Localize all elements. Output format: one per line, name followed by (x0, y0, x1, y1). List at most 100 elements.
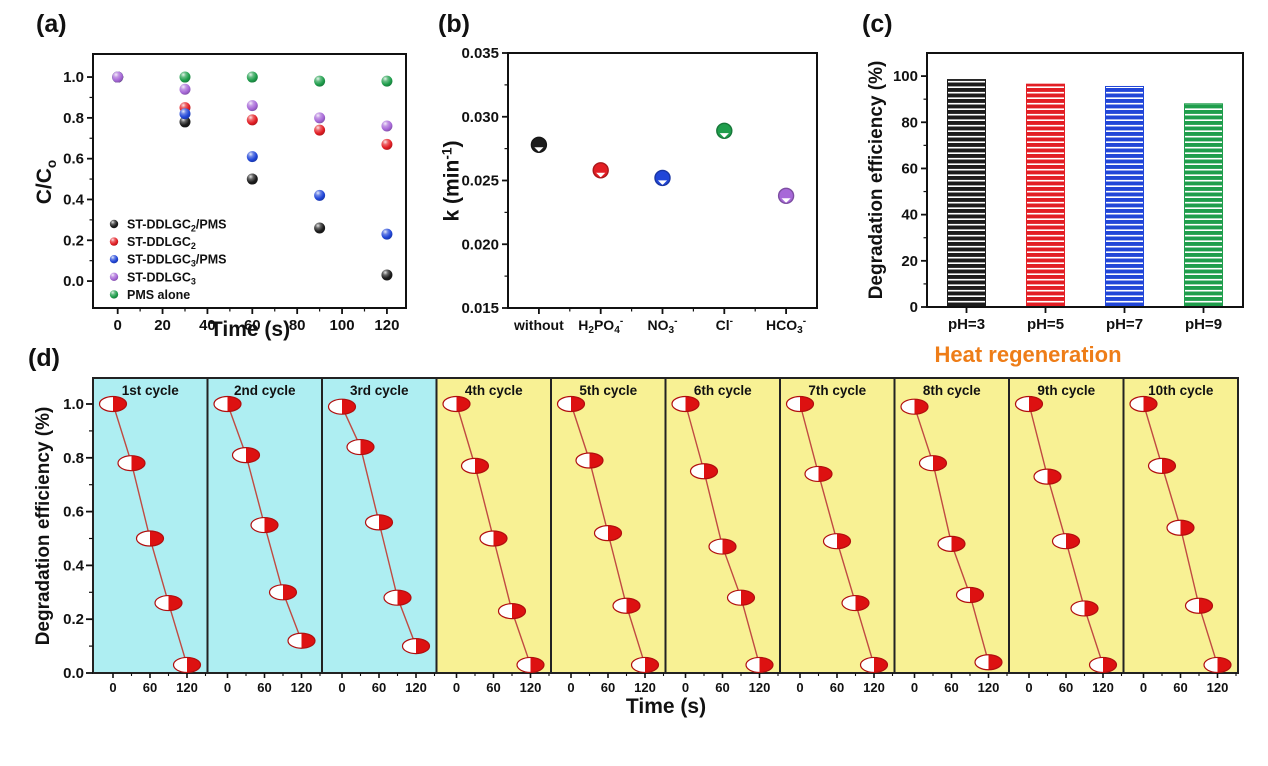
data-point-green (381, 75, 393, 87)
data-point-blue (179, 108, 191, 120)
y-tick-label: 0.0 (63, 665, 84, 682)
legend-label: ST-DDLGC2 (127, 235, 196, 251)
panel-b-yaxis-title-sup: -1 (439, 147, 455, 160)
panel-b-yaxis-title-post: ) (440, 140, 464, 148)
bar-pH-9 (1184, 103, 1223, 308)
legend-label: PMS alone (127, 288, 190, 302)
panel-a-tag: (a) (36, 10, 67, 38)
data-point-black (381, 269, 393, 281)
data-point-black (314, 222, 326, 234)
x-tick-label: 0 (453, 680, 460, 695)
heat-regeneration-label: Heat regeneration (934, 342, 1122, 367)
panel-d-xaxis-title: Time (s) (625, 695, 707, 718)
data-point-red (246, 114, 258, 126)
x-tick-label: 100 (330, 317, 355, 334)
y-tick-label: 0.6 (63, 504, 84, 521)
x-tick-label: 120 (1092, 680, 1114, 695)
panel-a-xaxis-title: Time (s) (209, 318, 291, 341)
data-point-purple (246, 100, 258, 112)
x-tick-label: 60 (486, 680, 500, 695)
cycle-panel-bg (664, 377, 781, 674)
y-tick-label: 60 (901, 160, 918, 177)
data-point-purple (112, 71, 124, 83)
cycle-label: 6th cycle (694, 383, 752, 398)
x-category-label: H2PO4- (578, 316, 623, 336)
x-category-label: NO3- (648, 316, 678, 336)
x-category-label: without (513, 317, 564, 333)
data-point-purple (314, 112, 326, 124)
cycle-label: 9th cycle (1037, 383, 1095, 398)
y-tick-label: 0.025 (461, 173, 499, 190)
panel-a-plot: 0 20 40 60 80 100 120 0.0 0.2 0.4 0.6 0.8 1.0 (63, 53, 407, 334)
data-point-red (593, 162, 609, 178)
x-category-label: pH=3 (948, 316, 985, 333)
x-tick-label: 60 (244, 317, 261, 334)
panel-b-plot: 0.015 0.020 0.025 0.030 0.035 without H2PO4- NO… (461, 45, 818, 336)
y-tick-label: 0.2 (63, 611, 84, 628)
x-tick-label: 120 (863, 680, 885, 695)
x-tick-label: 60 (830, 680, 844, 695)
x-category-label: pH=9 (1185, 316, 1222, 333)
x-tick-label: 0 (567, 680, 574, 695)
legend-marker-green (109, 290, 119, 299)
data-point-green (179, 71, 191, 83)
legend-marker-blue (109, 255, 119, 264)
data-point-black (246, 173, 258, 185)
x-tick-label: 40 (199, 317, 216, 334)
legend-label: ST-DDLGC3 (127, 270, 196, 286)
cycle-panel-bg (893, 377, 1010, 674)
x-tick-label: 0 (682, 680, 689, 695)
data-point-black (531, 137, 547, 153)
x-tick-label: 60 (1173, 680, 1187, 695)
marker-highlight (781, 198, 791, 203)
x-tick-label: 120 (176, 680, 198, 695)
x-category-label: Cl- (716, 316, 733, 333)
cycle-label: 5th cycle (579, 383, 637, 398)
marker-highlight (596, 172, 606, 178)
y-tick-label: 0.035 (461, 45, 499, 62)
panel-d-tag: (d) (28, 344, 60, 372)
axis-box (92, 53, 407, 309)
x-tick-label: 0 (114, 317, 122, 334)
cycle-label: 8th cycle (923, 383, 981, 398)
cycle-label: 4th cycle (465, 383, 523, 398)
panel-c-plot: pH=3 pH=5 pH=7 pH=9 0 20 40 60 80 100 (893, 52, 1244, 333)
data-point-black (179, 116, 191, 128)
y-tick-label: 80 (901, 114, 918, 131)
axis-box (926, 52, 1244, 308)
x-tick-label: 20 (154, 317, 171, 334)
x-tick-label: 60 (257, 680, 271, 695)
data-point-purple (179, 83, 191, 95)
bar-pH-5 (1026, 83, 1065, 308)
cycle-label: 3rd cycle (350, 383, 409, 398)
cycle-panel-bg (435, 377, 552, 674)
y-tick-label: 0.8 (63, 110, 84, 127)
x-tick-label: 0 (224, 680, 231, 695)
y-tick-label: 0.030 (461, 109, 499, 126)
x-tick-label: 60 (944, 680, 958, 695)
data-point-red (314, 124, 326, 136)
panel-a-yaxis-title-main: C/C (32, 168, 56, 205)
y-tick-label: 40 (901, 207, 918, 224)
x-tick-label: 120 (749, 680, 771, 695)
panel-d-plot: 0 60 120 1st cycle 0 60 120 2nd cycle 0 60 120 3rd … (63, 377, 1239, 695)
marker-highlight (719, 133, 729, 138)
panel-b-tag: (b) (438, 10, 470, 38)
x-tick-label: 0 (338, 680, 345, 695)
panel-c-yaxis-title: Degradation efficiency (%) (866, 60, 887, 300)
x-tick-label: 80 (289, 317, 306, 334)
legend-marker-red (109, 237, 119, 246)
x-tick-label: 60 (715, 680, 729, 695)
x-tick-label: 120 (520, 680, 542, 695)
x-tick-label: 120 (405, 680, 427, 695)
data-point-green (246, 71, 258, 83)
x-tick-label: 60 (601, 680, 615, 695)
legend-marker-black (109, 219, 119, 229)
marker-highlight (534, 147, 544, 152)
data-point-purple (778, 188, 794, 204)
cycle-label: 2nd cycle (234, 383, 296, 398)
cycle-panel-bg (779, 377, 896, 674)
